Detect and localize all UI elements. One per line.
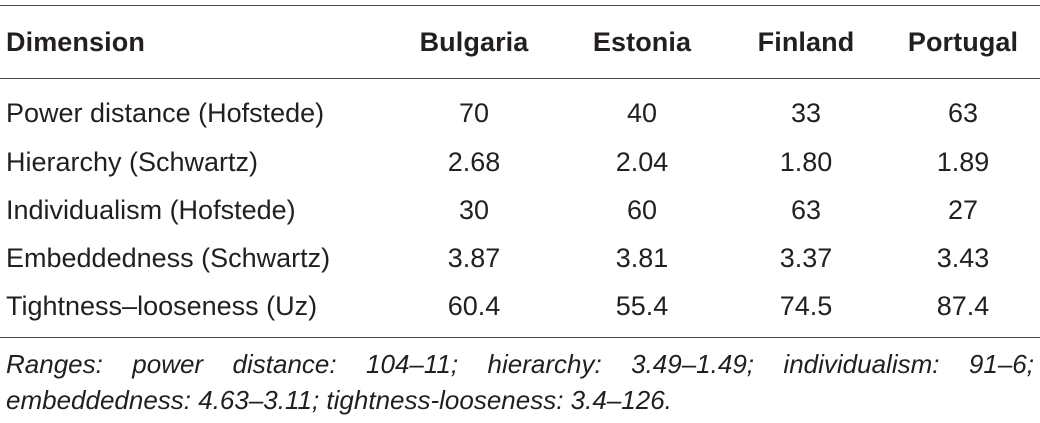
table-footnote: Ranges: power distance: 104–11; hierarch… [6, 346, 1034, 418]
cell-portugal: 27 [947, 194, 979, 225]
cell-finland: 3.37 [779, 242, 833, 273]
header-rule [0, 78, 1040, 79]
cell-estonia: 60 [626, 194, 658, 225]
cell-estonia: 2.04 [615, 146, 669, 177]
cultural-dimensions-table: Dimension Bulgaria Estonia Finland Portu… [0, 6, 1040, 330]
header-estonia: Estonia [592, 26, 692, 57]
header-row: Dimension Bulgaria Estonia Finland Portu… [0, 6, 1040, 78]
cell-portugal: 3.43 [936, 242, 990, 273]
cell-portugal: 87.4 [936, 290, 990, 321]
cell-estonia: 3.81 [615, 242, 669, 273]
header-finland: Finland [757, 26, 855, 57]
cell-bulgaria: 3.87 [447, 242, 501, 273]
row-label: Tightness–looseness (Uz) [6, 290, 318, 321]
cell-bulgaria: 60.4 [447, 290, 501, 321]
table-row: Tightness–looseness (Uz) 60.4 55.4 74.5 … [0, 282, 1040, 330]
footnote-line-1: Ranges: power distance: 104–11; hierarch… [6, 349, 1034, 379]
table-row: Individualism (Hofstede) 30 60 63 27 [0, 186, 1040, 234]
row-label: Power distance (Hofstede) [6, 97, 325, 128]
row-label: Embeddedness (Schwartz) [6, 242, 331, 273]
header-dimension: Dimension [6, 26, 145, 57]
cell-estonia: 55.4 [615, 290, 669, 321]
cell-estonia: 40 [626, 97, 658, 128]
cell-finland: 1.80 [779, 146, 833, 177]
table-row: Hierarchy (Schwartz) 2.68 2.04 1.80 1.89 [0, 138, 1040, 186]
bottom-rule [0, 337, 1040, 338]
table-row: Embeddedness (Schwartz) 3.87 3.81 3.37 3… [0, 234, 1040, 282]
cell-finland: 63 [790, 194, 822, 225]
footnote-line-2: embeddedness: 4.63–3.11; tightness-loose… [6, 385, 672, 415]
cell-bulgaria: 2.68 [447, 146, 501, 177]
cell-finland: 33 [790, 97, 822, 128]
top-rule [0, 5, 1040, 6]
table-header: Dimension Bulgaria Estonia Finland Portu… [0, 6, 1040, 78]
row-label: Hierarchy (Schwartz) [6, 146, 259, 177]
row-label: Individualism (Hofstede) [6, 194, 296, 225]
cell-portugal: 1.89 [936, 146, 990, 177]
header-bulgaria: Bulgaria [419, 26, 529, 57]
table-row: Power distance (Hofstede) 70 40 33 63 [0, 78, 1040, 138]
cell-bulgaria: 70 [458, 97, 490, 128]
cell-finland: 74.5 [779, 290, 833, 321]
table-body: Power distance (Hofstede) 70 40 33 63 Hi… [0, 78, 1040, 330]
header-portugal: Portugal [907, 26, 1019, 57]
cell-bulgaria: 30 [458, 194, 490, 225]
cell-portugal: 63 [947, 97, 979, 128]
